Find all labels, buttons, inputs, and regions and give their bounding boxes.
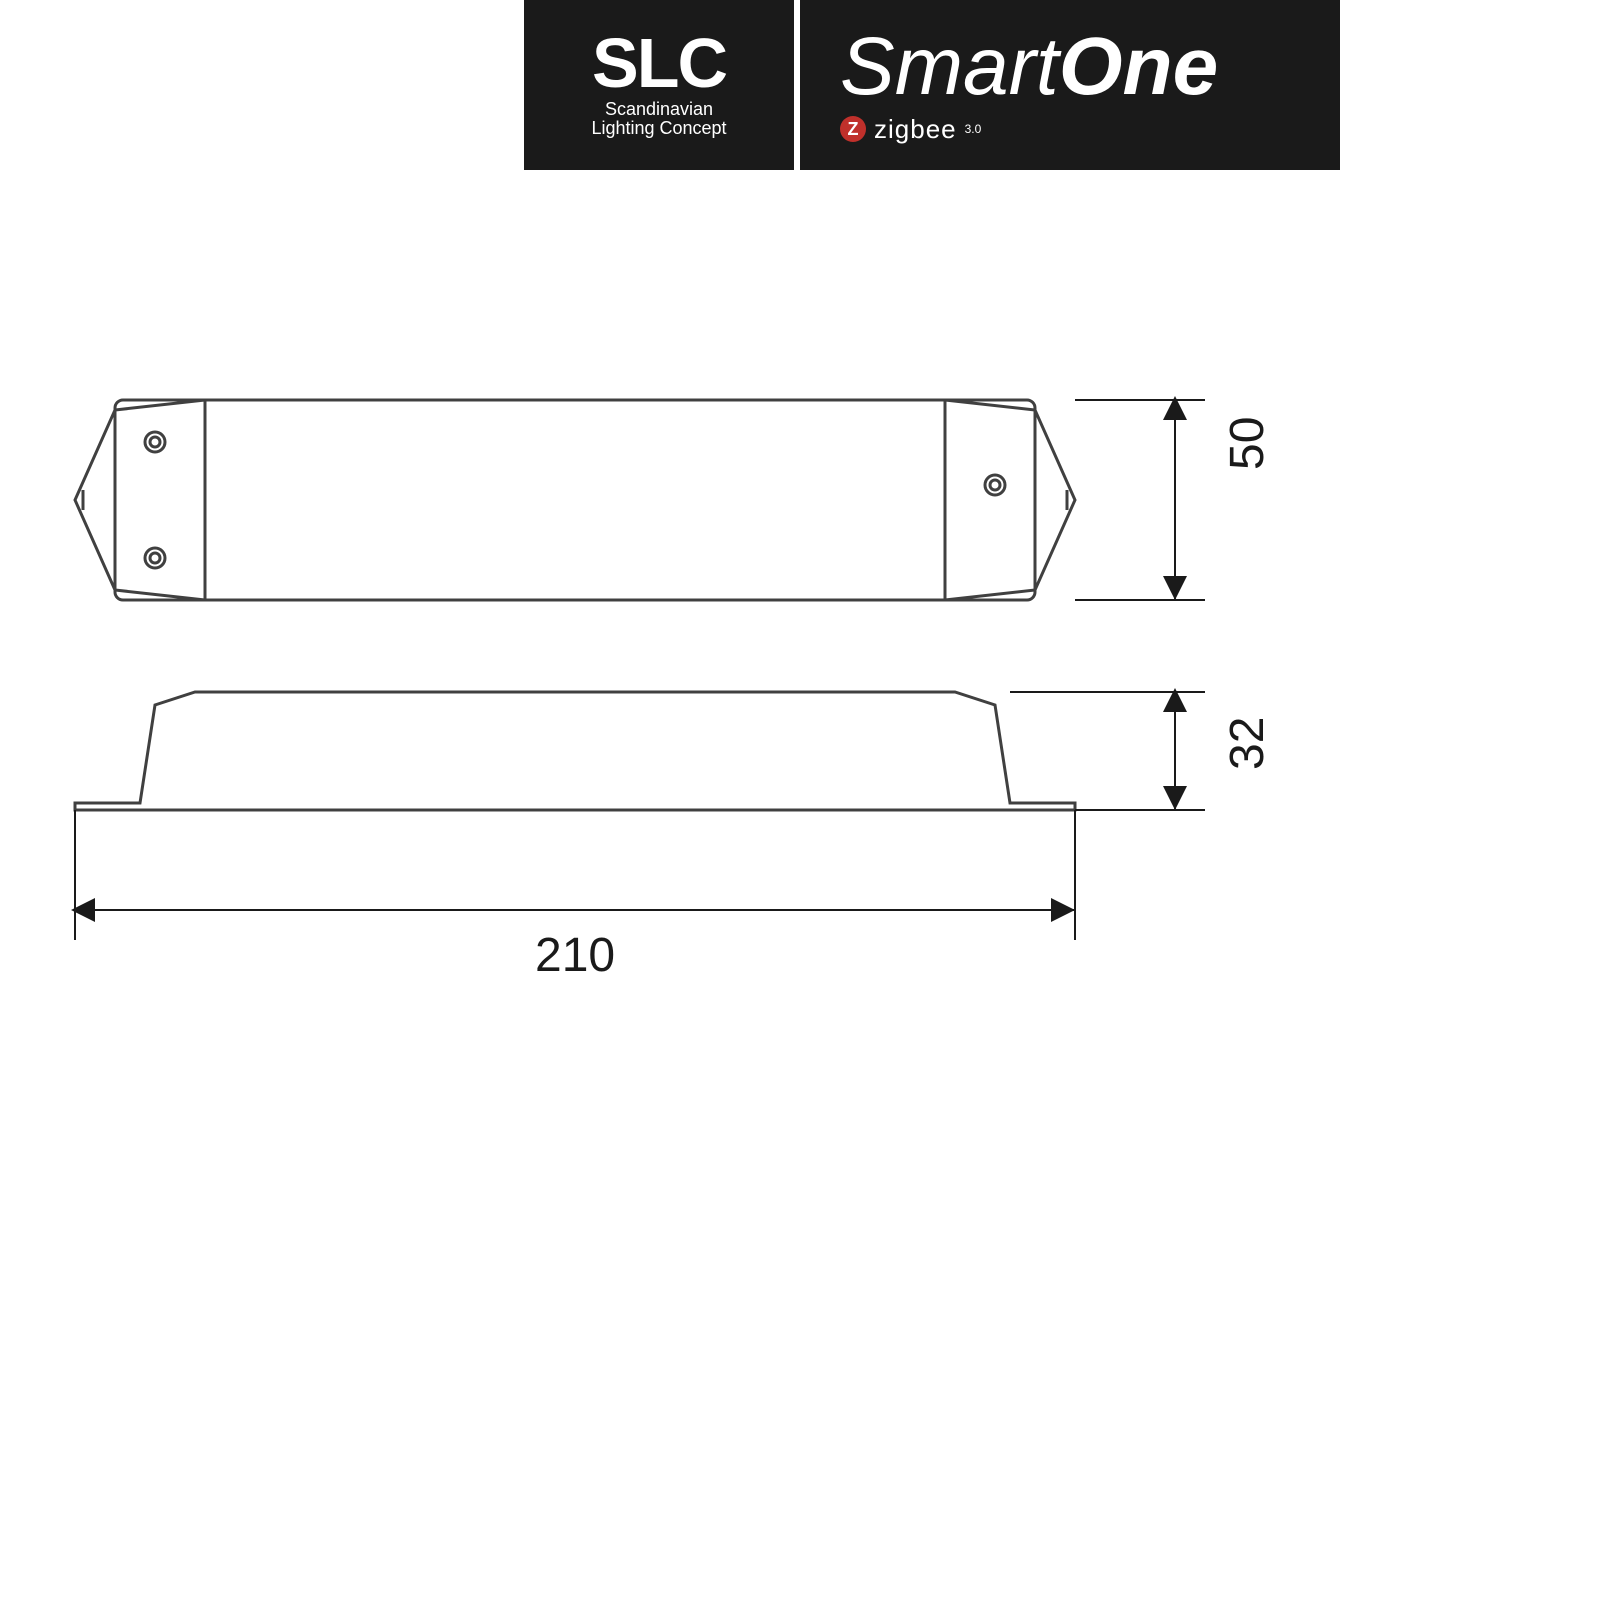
zigbee-name: zigbee — [874, 114, 957, 145]
technical-drawing: 50 32 210 — [45, 380, 1325, 1160]
drawing-svg — [45, 380, 1325, 1160]
brand-smartone-box: SmartOne Z zigbee 3.0 — [800, 0, 1340, 170]
side-view — [75, 692, 1075, 810]
slc-sub2: Lighting Concept — [591, 118, 726, 139]
slc-sub1: Scandinavian — [605, 99, 713, 120]
dim-height — [1010, 692, 1205, 810]
dim-width — [1075, 400, 1205, 600]
zigbee-row: Z zigbee 3.0 — [840, 114, 981, 145]
zigbee-icon: Z — [840, 116, 866, 142]
zigbee-version: 3.0 — [965, 122, 982, 136]
smartone-suffix: One — [1059, 21, 1218, 112]
dim-length-label: 210 — [535, 928, 615, 983]
smartone-prefix: Smart — [840, 21, 1059, 112]
top-view — [75, 400, 1075, 600]
slc-logo: SLC — [592, 32, 726, 95]
smartone-title: SmartOne — [840, 26, 1218, 108]
brand-slc-box: SLC Scandinavian Lighting Concept — [524, 0, 794, 170]
brand-header: SLC Scandinavian Lighting Concept SmartO… — [524, 0, 1340, 170]
diagram-canvas: SLC Scandinavian Lighting Concept SmartO… — [0, 0, 1600, 1600]
dim-length — [75, 810, 1075, 940]
dim-width-label: 50 — [1220, 417, 1275, 470]
dim-height-label: 32 — [1220, 717, 1275, 770]
